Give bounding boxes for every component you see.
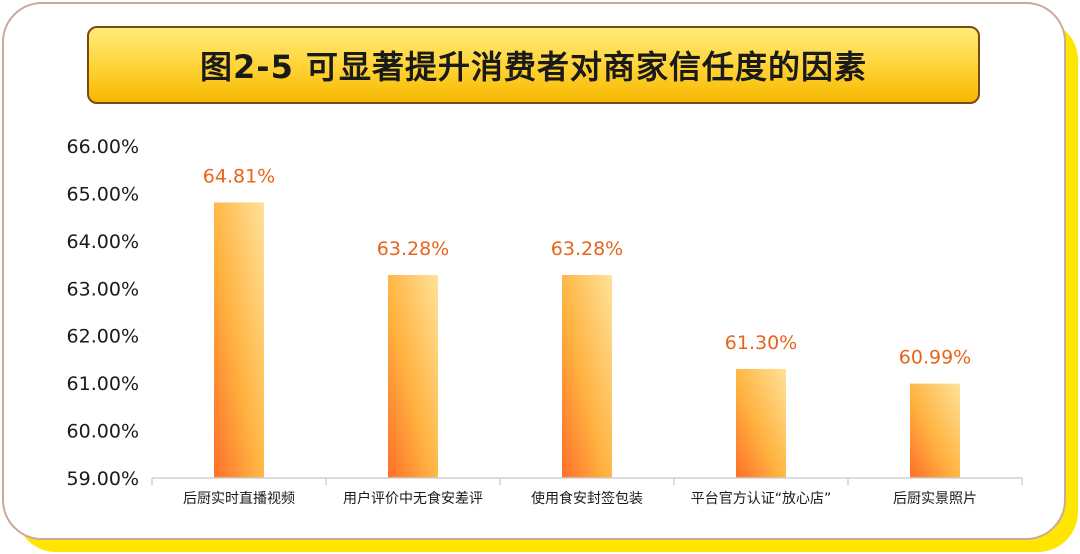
- x-category-label: 用户评价中无食安差评: [343, 490, 483, 507]
- x-category-label: 使用食安封签包装: [531, 490, 643, 507]
- y-tick-label: 66.00%: [67, 136, 139, 158]
- y-tick-label: 62.00%: [67, 326, 139, 348]
- value-labels: 64.81% 63.28% 63.28% 61.30% 60.99%: [203, 165, 971, 368]
- bars: [214, 202, 960, 478]
- y-axis-ticks: 59.00% 60.00% 61.00% 62.00% 63.00% 64.00% 65.0…: [67, 136, 139, 490]
- bar: [388, 275, 438, 478]
- x-category-label: 平台官方认证“放心店”: [691, 491, 832, 507]
- y-tick-label: 64.00%: [67, 231, 139, 253]
- bar: [214, 202, 264, 478]
- value-label: 64.81%: [203, 165, 275, 187]
- bar: [910, 383, 960, 478]
- value-label: 63.28%: [551, 238, 623, 260]
- value-label: 60.99%: [899, 347, 971, 369]
- value-label: 63.28%: [377, 238, 449, 260]
- y-tick-label: 60.00%: [67, 421, 139, 443]
- y-tick-label: 59.00%: [67, 468, 139, 490]
- value-label: 61.30%: [725, 332, 797, 354]
- y-tick-label: 63.00%: [67, 278, 139, 300]
- x-category-label: 后厨实时直播视频: [183, 490, 295, 507]
- bar: [736, 368, 786, 478]
- bar: [562, 275, 612, 478]
- chart-title: 图2-5 可显著提升消费者对商家信任度的因素: [200, 48, 867, 86]
- y-tick-label: 61.00%: [67, 373, 139, 395]
- x-axis-labels: 后厨实时直播视频 用户评价中无食安差评 使用食安封签包装 平台官方认证“放心店” 后厨实…: [183, 490, 977, 507]
- chart-title-box: 图2-5 可显著提升消费者对商家信任度的因素: [87, 26, 980, 104]
- y-tick-label: 65.00%: [67, 183, 139, 205]
- x-axis: [151, 477, 1023, 485]
- x-category-label: 后厨实景照片: [893, 491, 977, 507]
